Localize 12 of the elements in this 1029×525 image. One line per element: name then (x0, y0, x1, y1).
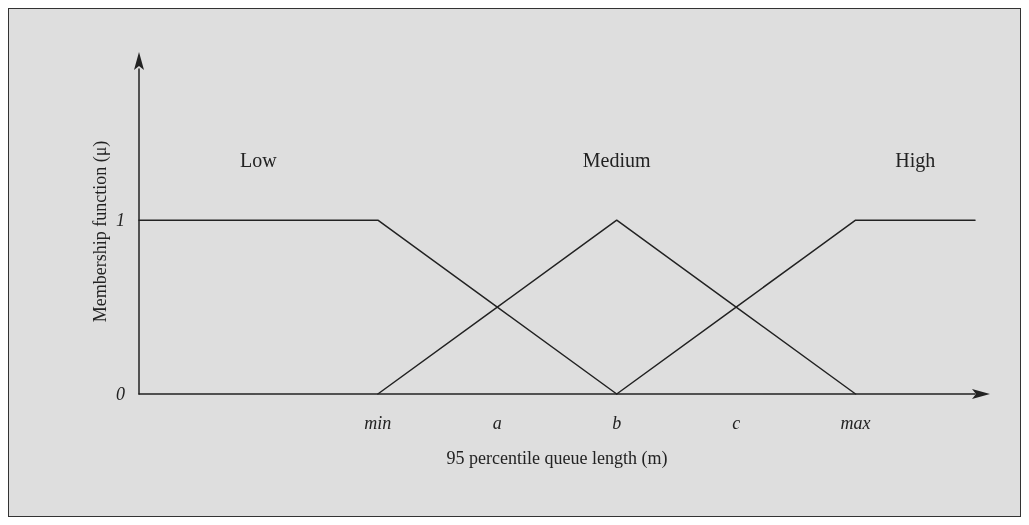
x-tick-label: c (732, 413, 741, 433)
text: 0 (116, 384, 125, 404)
y-axis-title: Membership function (μ) (90, 140, 111, 323)
text: Low (240, 149, 278, 172)
x-tick-label: b (612, 413, 622, 433)
text: High (895, 149, 936, 173)
x-tick-label: min (364, 413, 392, 433)
x-axis-title: 95 percentile queue length (m) (446, 448, 668, 469)
text: Medium (582, 149, 652, 172)
text: 1 (116, 210, 125, 231)
x-tick-label: max (840, 413, 871, 433)
x-tick-label: a (492, 413, 502, 433)
